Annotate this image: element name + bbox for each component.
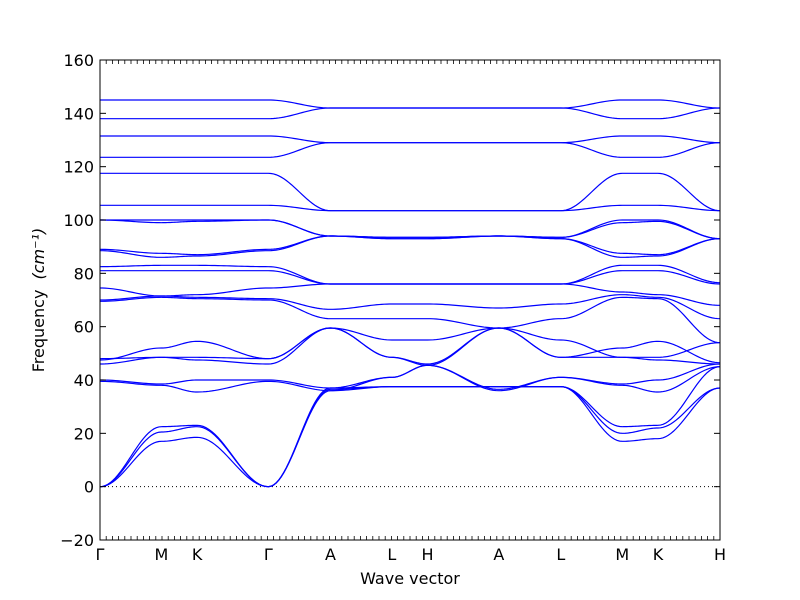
band-line-18 [100, 204, 720, 212]
y-tick-label: 20 [74, 424, 94, 443]
band-line-23 [100, 99, 720, 109]
band-line-2 [100, 386, 720, 488]
y-axis-label-text: Frequency [29, 290, 48, 373]
x-tick-label: M [615, 545, 629, 564]
band-line-7 [100, 327, 720, 365]
y-axis-label-unit: (cm⁻¹) [29, 228, 48, 280]
y-tick-label: 0 [84, 478, 94, 497]
x-tick-label: H [421, 545, 433, 564]
band-line-1 [100, 386, 720, 488]
y-tick-label: 120 [63, 158, 94, 177]
x-tick-label: K [653, 545, 664, 564]
band-line-13 [100, 264, 720, 285]
band-line-10 [100, 294, 720, 320]
band-line-12 [100, 270, 720, 285]
band-line-3 [100, 366, 720, 488]
band-line-8 [100, 327, 720, 360]
band-line-16 [100, 219, 720, 240]
x-tick-label: Γ [96, 545, 105, 564]
x-tick-label: K [192, 545, 203, 564]
y-tick-label: 140 [63, 104, 94, 123]
band-line-21 [100, 135, 720, 144]
x-axis-label: Wave vector [360, 569, 460, 588]
x-tick-label: A [493, 545, 504, 564]
y-tick-label: 60 [74, 318, 94, 337]
x-tick-label: H [714, 545, 726, 564]
band-line-19 [100, 172, 720, 212]
x-tick-label: M [155, 545, 169, 564]
band-line-20 [100, 142, 720, 158]
band-line-17 [100, 219, 720, 240]
band-line-15 [100, 235, 720, 256]
y-axis-ticks: −20 0 20 40 60 80 100 120 140 160 [60, 51, 720, 550]
plot-frame [99, 59, 721, 541]
y-tick-label: 80 [74, 264, 94, 283]
x-tick-label: L [556, 545, 565, 564]
y-tick-label: 40 [74, 371, 94, 390]
y-tick-label: 160 [63, 51, 94, 70]
band-line-5 [100, 363, 720, 390]
x-tick-label: A [325, 545, 336, 564]
band-line-6 [100, 327, 720, 366]
x-tick-label: L [387, 545, 396, 564]
band-line-9 [100, 296, 720, 344]
x-tick-label: Γ [264, 545, 273, 564]
y-axis-label: Frequency (cm⁻¹) [29, 228, 48, 372]
band-line-22 [100, 107, 720, 120]
band-line-4 [100, 364, 720, 393]
band-lines [100, 99, 720, 488]
y-tick-label: −20 [60, 531, 94, 550]
y-tick-label: 100 [63, 211, 94, 230]
